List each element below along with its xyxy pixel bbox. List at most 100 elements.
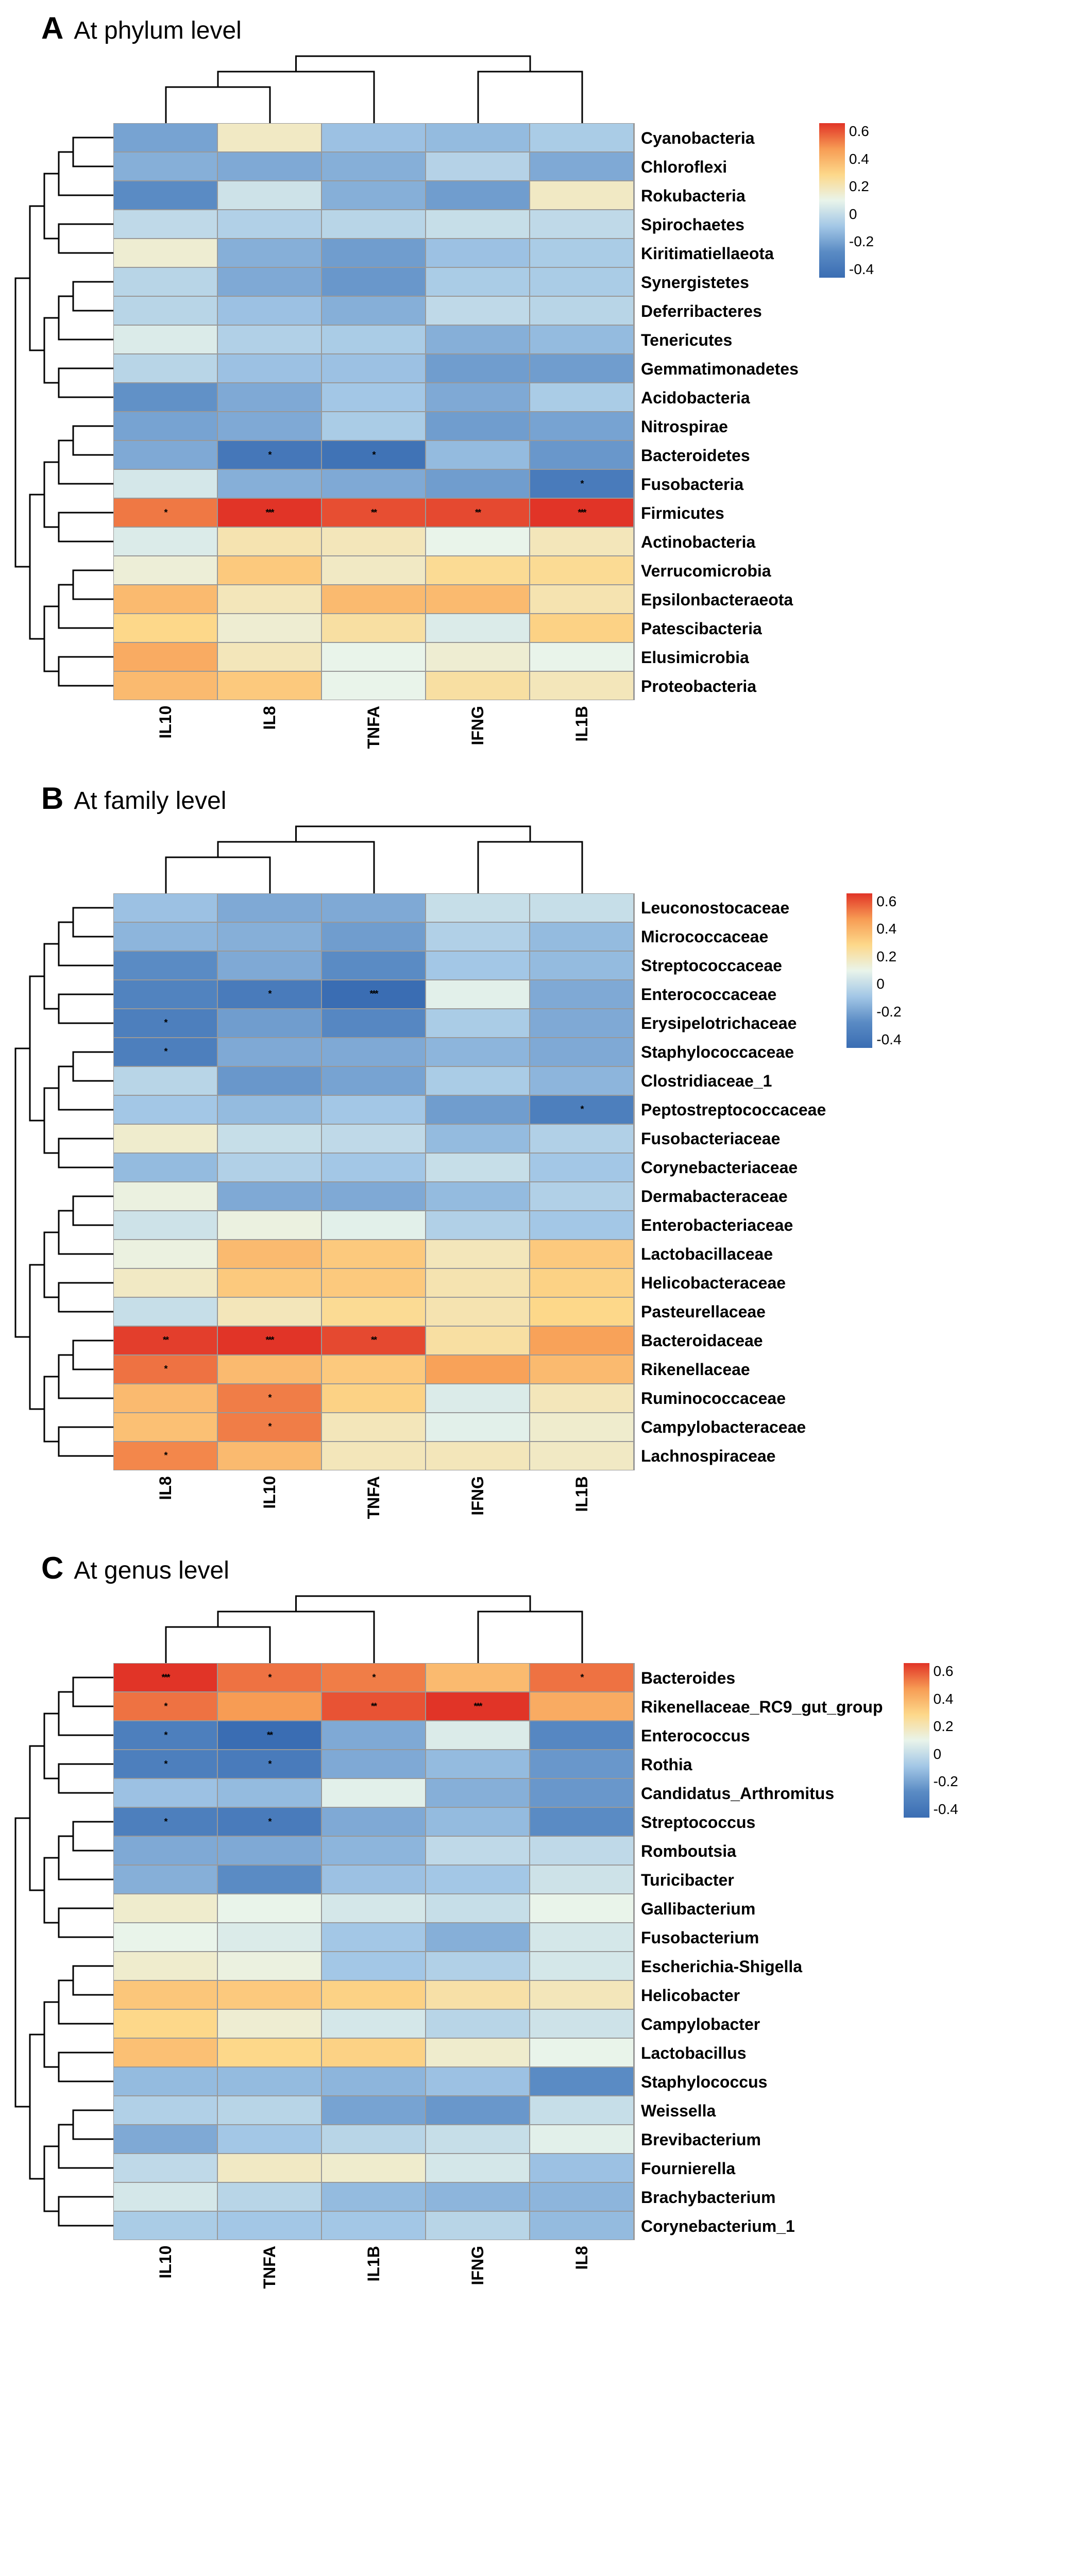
heatmap-cell xyxy=(530,354,633,382)
row-label: Pasteurellaceae xyxy=(641,1298,826,1327)
column-label: IL1B xyxy=(530,1476,633,1519)
panel-letter: C xyxy=(41,1550,63,1586)
heatmap-cell xyxy=(426,1067,529,1095)
heatmap-cell xyxy=(218,894,321,922)
row-label: Campylobacteraceae xyxy=(641,1413,826,1442)
panel-letter: B xyxy=(41,781,63,816)
heatmap-cell xyxy=(530,1125,633,1153)
heatmap-cell xyxy=(218,1779,321,1807)
heatmap-cell xyxy=(530,1067,633,1095)
heatmap-cell xyxy=(426,643,529,671)
heatmap-cell: * xyxy=(322,441,425,469)
heatmap-cell xyxy=(322,1182,425,1210)
heatmap-cell xyxy=(218,2154,321,2182)
heatmap-cell xyxy=(530,1692,633,1720)
heatmap-cell xyxy=(530,2154,633,2182)
heatmap-cell xyxy=(322,2154,425,2182)
heatmap-cell xyxy=(114,1240,217,1268)
heatmap-cell xyxy=(322,1384,425,1412)
colorbar-tick: 0.4 xyxy=(876,921,901,937)
heatmap-cell xyxy=(114,1384,217,1412)
heatmap-cell: * xyxy=(114,1692,217,1720)
heatmap-cell xyxy=(322,124,425,151)
row-label: Fournierella xyxy=(641,2154,883,2183)
heatmap-cell xyxy=(530,2039,633,2066)
heatmap-cell xyxy=(530,441,633,469)
heatmap-cell xyxy=(218,1952,321,1980)
heatmap-cell xyxy=(114,923,217,951)
heatmap-cell xyxy=(218,1211,321,1239)
heatmap-cell xyxy=(426,354,529,382)
heatmap-cell xyxy=(426,894,529,922)
heatmap-cell xyxy=(322,528,425,555)
heatmap-cell xyxy=(426,441,529,469)
panel-letter: A xyxy=(41,10,63,46)
row-label: Cyanobacteria xyxy=(641,124,799,152)
column-dendrogram xyxy=(113,821,635,893)
heatmap-cell xyxy=(426,2212,529,2240)
colorbar: 0.60.40.20-0.2-0.4 xyxy=(846,821,929,1520)
heatmap-cell xyxy=(426,1269,529,1297)
heatmap-cell xyxy=(530,1721,633,1749)
heatmap-cell xyxy=(218,952,321,979)
heatmap-cell xyxy=(322,1808,425,1836)
row-label: Campylobacter xyxy=(641,2010,883,2039)
row-label: Turicibacter xyxy=(641,1866,883,1894)
heatmap-cell xyxy=(322,1894,425,1922)
panel-a: A At phylum level **************IL10IL8T… xyxy=(10,10,1067,750)
heatmap-cell xyxy=(530,1327,633,1354)
heatmap-cell xyxy=(530,1808,633,1836)
heatmap-cell xyxy=(426,2067,529,2095)
row-label: Patescibacteria xyxy=(641,614,799,643)
heatmap-cell xyxy=(322,1125,425,1153)
heatmap-cell xyxy=(322,1750,425,1778)
row-label: Peptostreptococcaceae xyxy=(641,1096,826,1125)
heatmap-cell xyxy=(322,1038,425,1066)
heatmap-cell xyxy=(322,1442,425,1470)
heatmap-cell xyxy=(426,2154,529,2182)
row-labels: BacteroidesRikenellaceae_RC9_gut_groupEn… xyxy=(635,1591,883,2290)
heatmap-cell xyxy=(218,297,321,325)
panel-c: C At genus level *******************IL10… xyxy=(10,1550,1067,2290)
heatmap-cell xyxy=(426,528,529,555)
heatmap-cell xyxy=(114,1298,217,1326)
column-dendrogram xyxy=(113,1591,635,1663)
heatmap-cell xyxy=(426,952,529,979)
heatmap-cell xyxy=(322,1067,425,1095)
heatmap-cell xyxy=(426,1211,529,1239)
heatmap-cell xyxy=(322,1298,425,1326)
heatmap-cell xyxy=(530,643,633,671)
heatmap-cell: *** xyxy=(426,1692,529,1720)
row-labels: CyanobacteriaChloroflexiRokubacteriaSpir… xyxy=(635,51,799,750)
panel-body: ******************IL8IL10TNFAIFNGIL1BLeu… xyxy=(10,821,1067,1520)
heatmap-cell xyxy=(114,1269,217,1297)
heatmap-cell xyxy=(114,354,217,382)
heatmap-cell xyxy=(218,1182,321,1210)
heatmap-cell xyxy=(322,1269,425,1297)
heatmap-cell xyxy=(530,2125,633,2153)
heatmap-cell xyxy=(322,585,425,613)
row-label: Tenericutes xyxy=(641,326,799,354)
row-label: Rothia xyxy=(641,1750,883,1779)
heatmap-cell xyxy=(322,2010,425,2038)
heatmap-cell xyxy=(426,1355,529,1383)
heatmap-cell xyxy=(322,1952,425,1980)
heatmap-cell: * xyxy=(218,441,321,469)
row-label: Streptococcus xyxy=(641,1808,883,1837)
colorbar: 0.60.40.20-0.2-0.4 xyxy=(819,51,902,750)
heatmap-cell xyxy=(322,1413,425,1441)
column-label: TNFA xyxy=(322,706,425,749)
column-label: IL8 xyxy=(530,2246,633,2289)
heatmap-grid: ****************** xyxy=(113,893,635,1470)
heatmap-cell xyxy=(530,1240,633,1268)
heatmap-cell xyxy=(218,210,321,238)
column-labels: IL10IL8TNFAIFNGIL1B xyxy=(113,705,635,750)
row-labels: LeuconostocaceaeMicrococcaceaeStreptococ… xyxy=(635,821,826,1520)
heatmap-cell xyxy=(426,1009,529,1037)
heatmap-cell: * xyxy=(218,1413,321,1441)
heatmap-cell xyxy=(426,2039,529,2066)
heatmap-cell xyxy=(426,1327,529,1354)
row-label: Enterobacteriaceae xyxy=(641,1211,826,1240)
heatmap-cell xyxy=(426,585,529,613)
heatmap-cell xyxy=(426,2125,529,2153)
